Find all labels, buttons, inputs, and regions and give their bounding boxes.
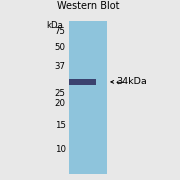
Text: 25: 25 bbox=[55, 89, 66, 98]
Bar bbox=[69, 21, 107, 174]
Text: 75: 75 bbox=[55, 27, 66, 36]
Bar bbox=[69, 79, 96, 85]
Text: 20: 20 bbox=[55, 99, 66, 108]
Text: 34kDa: 34kDa bbox=[116, 77, 147, 86]
Text: 15: 15 bbox=[55, 121, 66, 130]
Text: 37: 37 bbox=[55, 62, 66, 71]
Text: 50: 50 bbox=[55, 43, 66, 52]
Text: Western Blot: Western Blot bbox=[57, 1, 120, 11]
Text: 10: 10 bbox=[55, 145, 66, 154]
Text: kDa: kDa bbox=[46, 21, 63, 30]
Text: ←: ← bbox=[116, 77, 123, 86]
